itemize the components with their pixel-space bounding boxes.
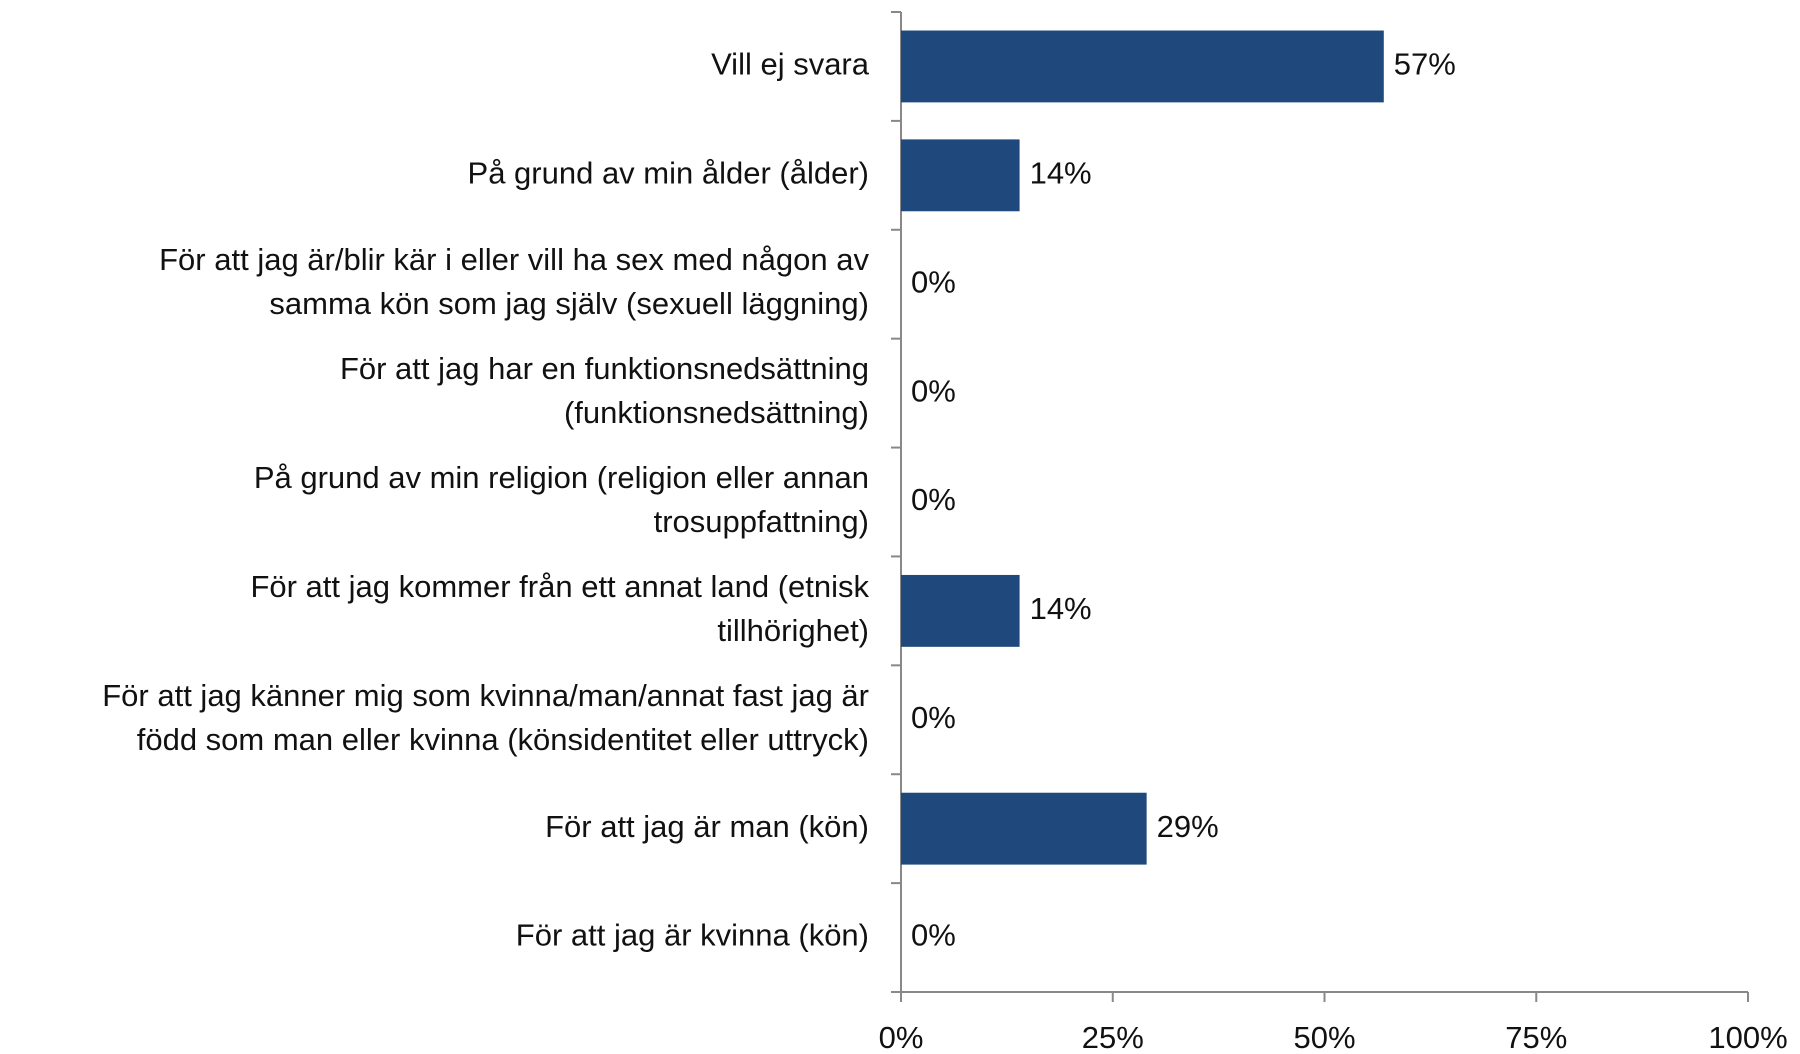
- value-label: 0%: [911, 264, 956, 299]
- value-label: 29%: [1157, 809, 1219, 844]
- value-label: 14%: [1030, 156, 1092, 191]
- y-tick-label: För att jag är kvinna (kön): [516, 918, 869, 953]
- bar: [901, 792, 1147, 865]
- value-label: 0%: [911, 918, 956, 953]
- value-label: 14%: [1030, 591, 1092, 626]
- bar: [901, 574, 1020, 647]
- bar: [901, 30, 1384, 103]
- x-tick-label: 0%: [879, 1020, 924, 1054]
- y-tick-label: För att jag kommer från ett annat land (…: [250, 569, 869, 648]
- value-label: 0%: [911, 700, 956, 735]
- value-label: 0%: [911, 482, 956, 517]
- x-tick-label: 25%: [1082, 1020, 1144, 1054]
- x-tick-label: 50%: [1293, 1020, 1355, 1054]
- y-tick-label: För att jag är/blir kär i eller vill ha …: [159, 242, 869, 321]
- y-tick-label: Vill ej svara: [711, 47, 870, 82]
- value-label: 0%: [911, 373, 956, 408]
- y-tick-label: På grund av min religion (religion eller…: [254, 460, 869, 539]
- x-tick-label: 100%: [1708, 1020, 1787, 1054]
- x-tick-label: 75%: [1505, 1020, 1567, 1054]
- bar: [901, 139, 1020, 212]
- value-label: 57%: [1394, 47, 1456, 82]
- y-tick-label: För att jag har en funktionsnedsättning(…: [340, 351, 869, 430]
- y-tick-label: För att jag känner mig som kvinna/man/an…: [102, 678, 869, 757]
- y-tick-label: På grund av min ålder (ålder): [468, 156, 869, 191]
- y-tick-label: För att jag är man (kön): [545, 809, 869, 844]
